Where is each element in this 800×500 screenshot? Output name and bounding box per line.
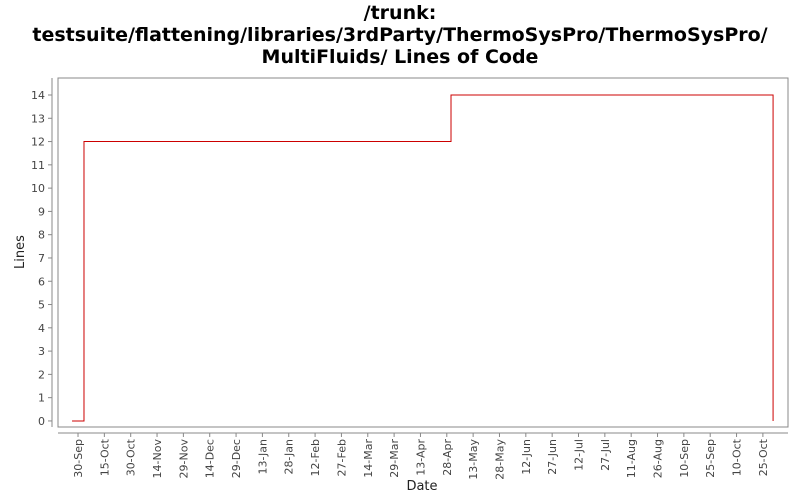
x-tick-label: 12-Feb <box>309 439 322 476</box>
x-tick-label: 10-Oct <box>731 438 744 476</box>
y-tick-label: 14 <box>31 89 45 102</box>
data-line <box>72 94 774 422</box>
y-tick-label: 5 <box>38 299 45 312</box>
x-axis-label: Date <box>406 479 437 494</box>
x-tick-label: 27-Jul <box>599 439 612 471</box>
x-tick-label: 27-Jun <box>546 439 559 475</box>
y-tick-label: 1 <box>38 392 45 405</box>
y-tick-label: 4 <box>38 322 45 335</box>
x-tick-label: 28-May <box>493 439 506 480</box>
x-tick-label: 12-Jul <box>573 439 586 471</box>
x-tick-label: 14-Dec <box>204 439 217 478</box>
y-tick-label: 7 <box>38 252 45 265</box>
y-axis-label: Lines <box>13 235 28 269</box>
x-tick-label: 29-Mar <box>388 439 401 478</box>
y-tick-label: 3 <box>38 345 45 358</box>
x-tick-label: 14-Mar <box>362 439 375 478</box>
x-tick-label: 30-Sep <box>72 439 85 478</box>
x-tick-label: 30-Oct <box>125 438 138 476</box>
x-tick-label: 28-Jan <box>283 439 296 475</box>
x-tick-label: 25-Oct <box>757 438 770 476</box>
y-tick-label: 12 <box>31 136 45 149</box>
chart-title: /trunk: testsuite/flattening/libraries/3… <box>32 2 768 68</box>
y-tick-label: 6 <box>38 275 45 288</box>
y-tick-label: 13 <box>31 112 45 125</box>
x-tick-label: 29-Nov <box>177 439 190 479</box>
y-tick-label: 0 <box>38 415 45 428</box>
x-tick-label: 15-Oct <box>98 438 111 476</box>
y-tick-label: 2 <box>38 368 45 381</box>
y-tick-label: 8 <box>38 229 45 242</box>
x-tick-label: 29-Dec <box>230 439 243 478</box>
x-tick-label: 13-Jan <box>256 439 269 475</box>
y-tick-label: 10 <box>31 182 45 195</box>
y-tick-label: 11 <box>31 159 45 172</box>
x-tick-label: 10-Sep <box>678 439 691 478</box>
y-tick-label: 9 <box>38 205 45 218</box>
x-tick-label: 13-Apr <box>414 439 427 476</box>
plot-area <box>57 77 789 428</box>
x-tick-label: 26-Aug <box>652 439 665 478</box>
x-tick-label: 25-Sep <box>704 439 717 478</box>
x-tick-label: 14-Nov <box>151 439 164 479</box>
x-tick-label: 13-May <box>467 439 480 480</box>
x-tick-label: 12-Jun <box>520 439 533 475</box>
x-tick-label: 28-Apr <box>441 439 454 476</box>
x-tick-label: 27-Feb <box>335 439 348 476</box>
x-tick-label: 11-Aug <box>625 439 638 478</box>
